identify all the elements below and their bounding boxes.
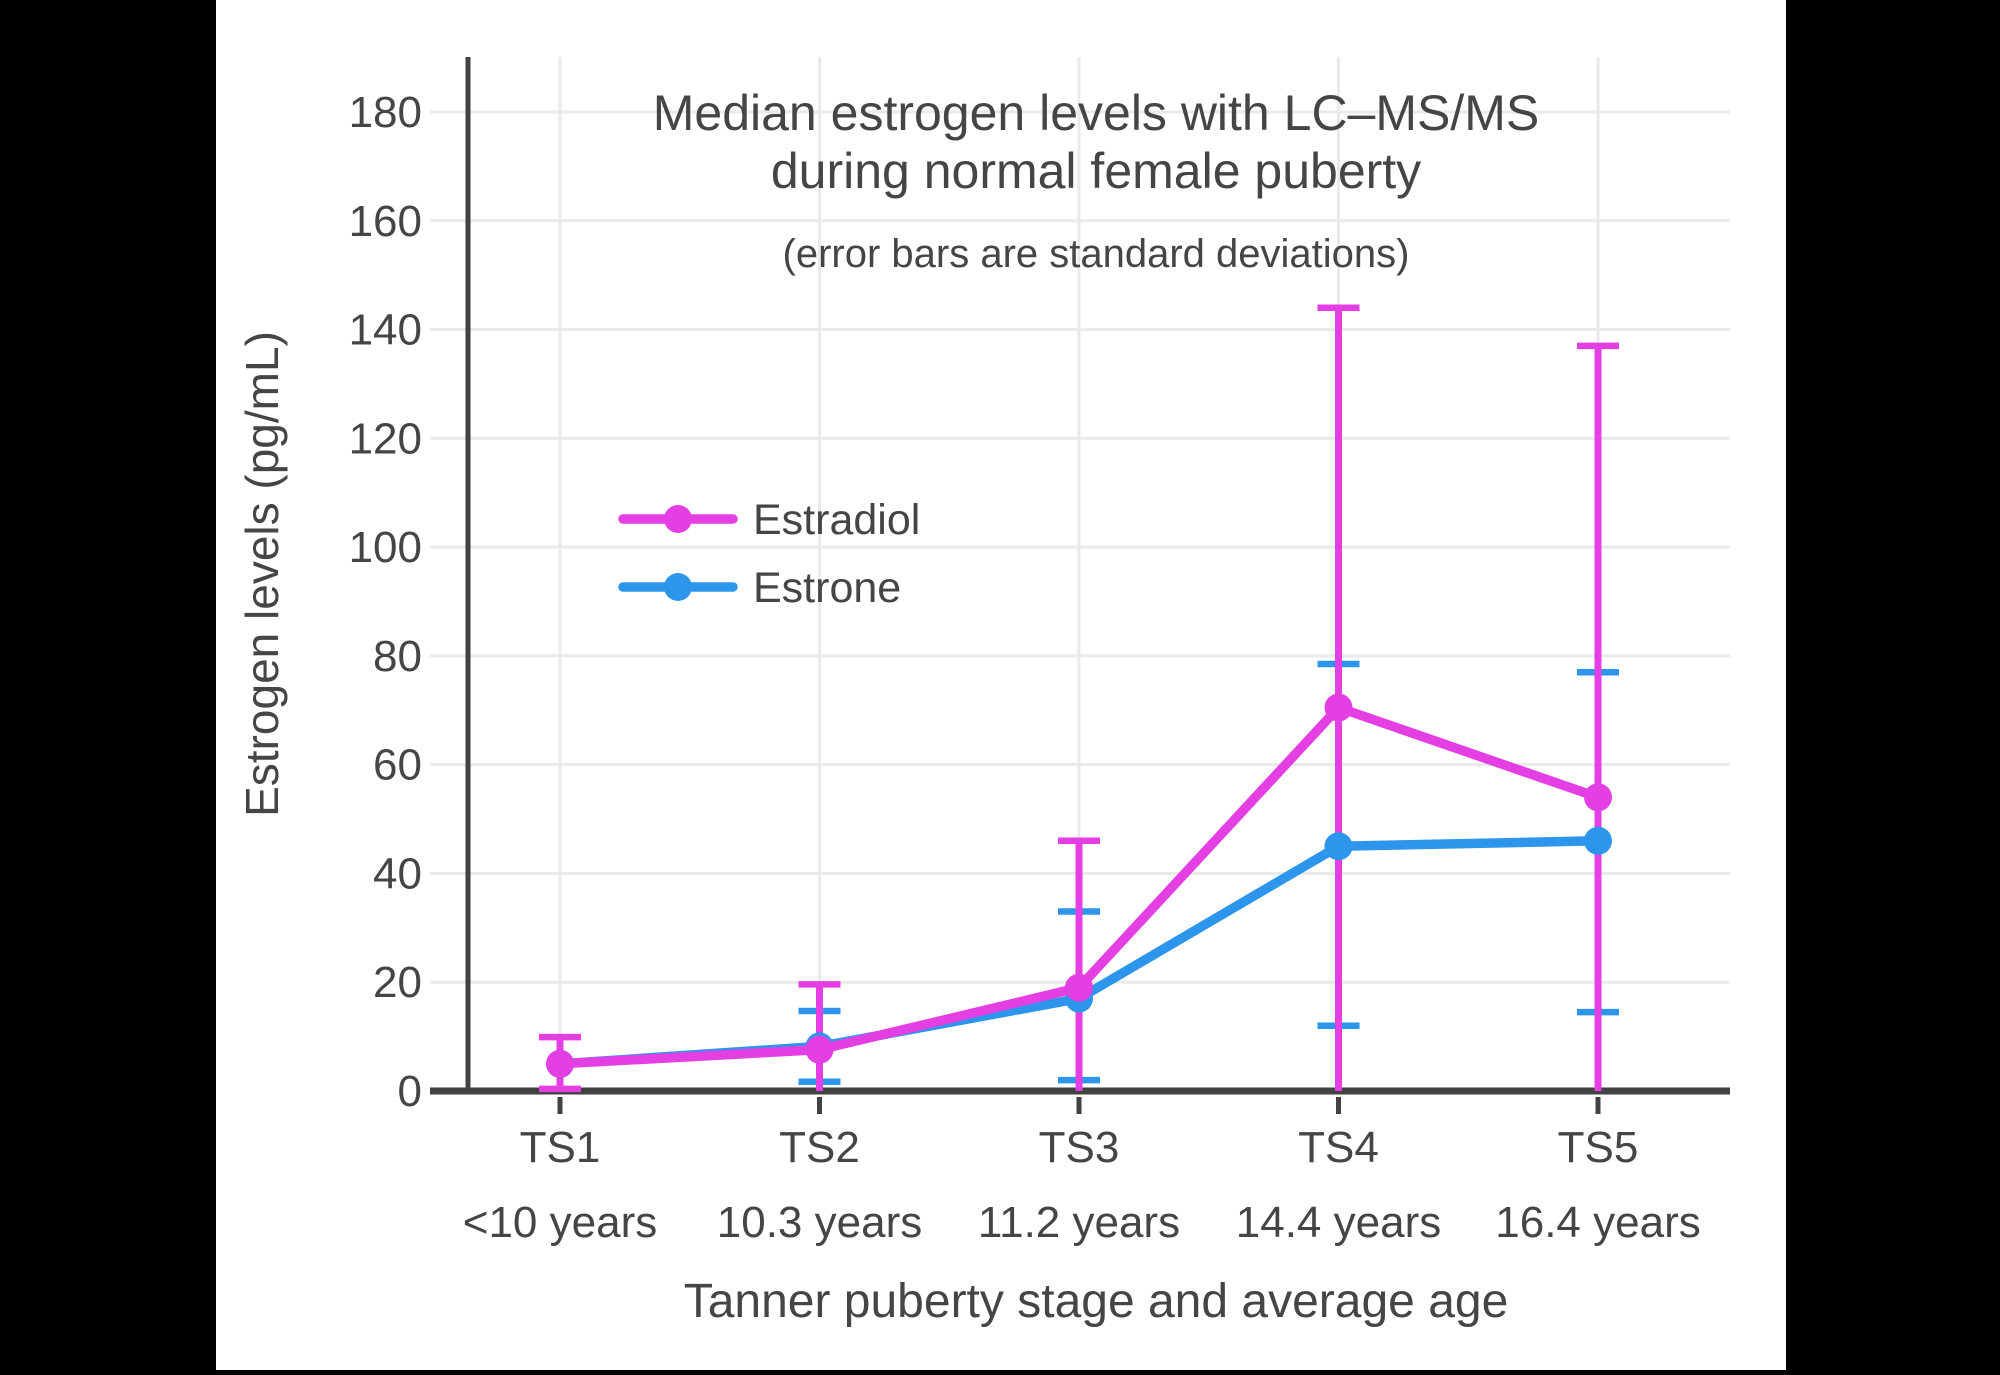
x-tick-stage-label-ts1: TS1 [520,1123,601,1172]
legend-marker-estrone [664,573,692,601]
legend-label-estradiol: Estradiol [753,496,920,544]
x-tick-age-label-ts4: 14.4 years [1236,1198,1441,1247]
estrone-marker-ts5 [1584,826,1612,855]
y-tick-label-140: 140 [349,306,422,355]
x-tick-stage-label-ts4: TS4 [1298,1123,1379,1172]
y-tick-label-180: 180 [349,88,422,137]
x-tick-age-label-ts5: 16.4 years [1495,1198,1700,1247]
chart-title-line-2: during normal female puberty [771,143,1421,199]
y-tick-label-120: 120 [349,414,422,463]
y-axis-title: Estrogen levels (pg/mL) [236,331,288,817]
estradiol-marker-ts3 [1065,973,1093,1002]
estradiol-marker-ts4 [1324,693,1353,722]
chart-subtitle: (error bars are standard deviations) [783,232,1410,276]
y-tick-label-0: 0 [398,1067,422,1116]
x-tick-stage-label-ts5: TS5 [1558,1123,1639,1172]
chart-panel: Median estrogen levels with LC–MS/MS duri… [216,0,1786,1370]
x-tick-age-label-ts2: 10.3 years [717,1198,922,1247]
legend-marker-estradiol [664,505,692,533]
x-tick-stage-label-ts3: TS3 [1039,1123,1120,1172]
estrogen-line-chart: Median estrogen levels with LC–MS/MSduri… [236,57,1730,1328]
estradiol-marker-ts5 [1584,783,1612,812]
y-tick-label-100: 100 [349,523,422,572]
x-tick-stage-label-ts2: TS2 [779,1123,860,1172]
y-tick-label-160: 160 [349,197,422,246]
legend-label-estrone: Estrone [753,564,901,612]
chart-title-line-1: Median estrogen levels with LC–MS/MS [653,85,1540,141]
x-tick-age-label-ts1: <10 years [463,1198,657,1247]
estrone-marker-ts4 [1324,832,1353,861]
y-tick-label-80: 80 [373,632,422,681]
estradiol-marker-ts1 [546,1049,574,1078]
x-tick-age-label-ts3: 11.2 years [978,1198,1180,1247]
y-tick-label-60: 60 [373,741,422,790]
y-tick-label-20: 20 [373,958,422,1007]
x-axis-title: Tanner puberty stage and average age [684,1275,1509,1328]
estradiol-marker-ts2 [805,1035,834,1064]
y-tick-label-40: 40 [373,849,422,898]
